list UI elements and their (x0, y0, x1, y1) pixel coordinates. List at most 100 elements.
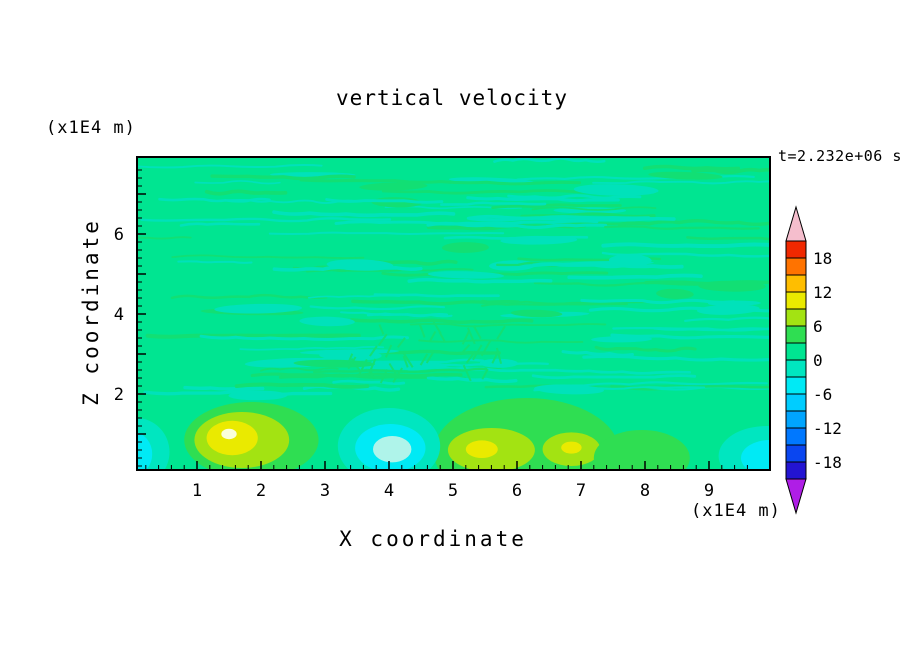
texture-streak (332, 379, 406, 386)
texture-chevron (472, 325, 482, 340)
plot-title: vertical velocity (336, 86, 568, 110)
texture-streak (691, 167, 770, 175)
texture-streak (588, 306, 770, 313)
colorbar-label: 0 (813, 351, 823, 370)
texture-streak (592, 180, 770, 185)
texture-streak (531, 206, 657, 211)
texture-streak (426, 376, 518, 384)
contour-feature-updraft-dome-core (561, 441, 582, 454)
texture-streak (171, 254, 365, 259)
texture-chevron (466, 327, 476, 345)
texture-streak (306, 268, 474, 273)
x-tick-labels: 1 2 3 4 5 6 7 8 9 (192, 481, 714, 501)
x-tick-label: 7 (576, 481, 586, 501)
texture-streak (137, 164, 323, 169)
colorbar-band (785, 325, 807, 344)
texture-streak (325, 198, 444, 204)
z-tick-label: 4 (114, 305, 124, 325)
texture-streak (601, 242, 770, 249)
texture-streak (531, 262, 684, 269)
colorbar-band (785, 274, 807, 293)
texture-streak (510, 309, 563, 318)
texture-streak (427, 271, 505, 279)
texture-streak (179, 222, 261, 227)
texture-streak (210, 174, 356, 181)
texture-chevron (384, 344, 393, 358)
texture-chevron (368, 368, 375, 380)
texture-streak (573, 184, 659, 196)
colorbar-band (785, 308, 807, 327)
texture-streak (520, 212, 656, 218)
texture-streak (183, 385, 265, 391)
texture-streak (466, 214, 651, 220)
texture-streak (580, 298, 736, 305)
texture-streak (648, 171, 723, 180)
x-tick-label: 3 (320, 481, 330, 501)
texture-chevron (346, 353, 354, 365)
texture-streak (307, 294, 401, 299)
z-tick-label: 2 (114, 385, 124, 405)
texture-streak (642, 164, 741, 171)
texture-streak (481, 302, 628, 307)
texture-streak (214, 303, 302, 314)
texture-streak (610, 333, 770, 340)
colorbar-band (785, 291, 807, 310)
texture-streak (409, 322, 607, 328)
colorbar-band (785, 393, 807, 412)
colorbar-label: -18 (813, 453, 842, 472)
texture-chevron (367, 358, 377, 376)
x-tick-label: 1 (192, 481, 202, 501)
texture-streak (234, 382, 370, 389)
texture-streak (441, 242, 489, 253)
x-axis-label: X coordinate (339, 527, 527, 551)
texture-streak (684, 316, 770, 323)
contour-feature-updraft-dome-core (465, 440, 498, 459)
texture-streak (199, 334, 409, 342)
contour-features (137, 398, 770, 470)
texture-chevron (480, 340, 492, 357)
texture-streak (309, 305, 445, 311)
colorbar-band (785, 257, 807, 276)
texture-streak (228, 390, 288, 401)
colorbar-band (785, 410, 807, 429)
texture-streak (140, 217, 392, 223)
texture-streak (260, 367, 339, 372)
x-tick-label: 4 (384, 481, 394, 501)
texture-streak (500, 236, 578, 245)
texture-streak (656, 288, 694, 299)
contour-feature-main-updraft-peak (221, 428, 237, 440)
texture-streak (466, 196, 620, 203)
contour-texture (137, 157, 770, 401)
texture-streak (543, 386, 706, 390)
colorbar-band (785, 444, 807, 463)
texture-streak (170, 293, 328, 300)
texture-chevron (347, 356, 357, 370)
texture-streak (418, 339, 584, 344)
texture-streak (158, 197, 271, 203)
x-tick-label: 2 (256, 481, 266, 501)
texture-chevron (431, 318, 442, 335)
x-tick-label: 5 (448, 481, 458, 501)
time-annotation: t=2.232e+06 s (778, 147, 902, 165)
texture-streak (299, 316, 355, 327)
texture-streak (604, 225, 760, 230)
texture-chevron (461, 329, 471, 345)
colorbar-label: 12 (813, 283, 832, 302)
colorbar-label: -12 (813, 419, 842, 438)
colorbar-arrow-down-icon (785, 478, 807, 515)
texture-streak (486, 367, 691, 375)
z-tick-label: 6 (114, 225, 124, 245)
z-tick-labels: 2 4 6 (114, 225, 124, 405)
texture-streak (293, 359, 376, 368)
texture-streak (698, 280, 766, 292)
texture-streak (468, 216, 676, 222)
texture-streak (612, 326, 770, 332)
texture-chevron (481, 368, 489, 380)
texture-chevron (462, 364, 472, 382)
z-axis-unit: (x1E4 m) (46, 118, 136, 138)
colorbar-label: 6 (813, 317, 823, 336)
contour-feature-right-downdraft (741, 440, 770, 470)
texture-streak (145, 333, 361, 339)
